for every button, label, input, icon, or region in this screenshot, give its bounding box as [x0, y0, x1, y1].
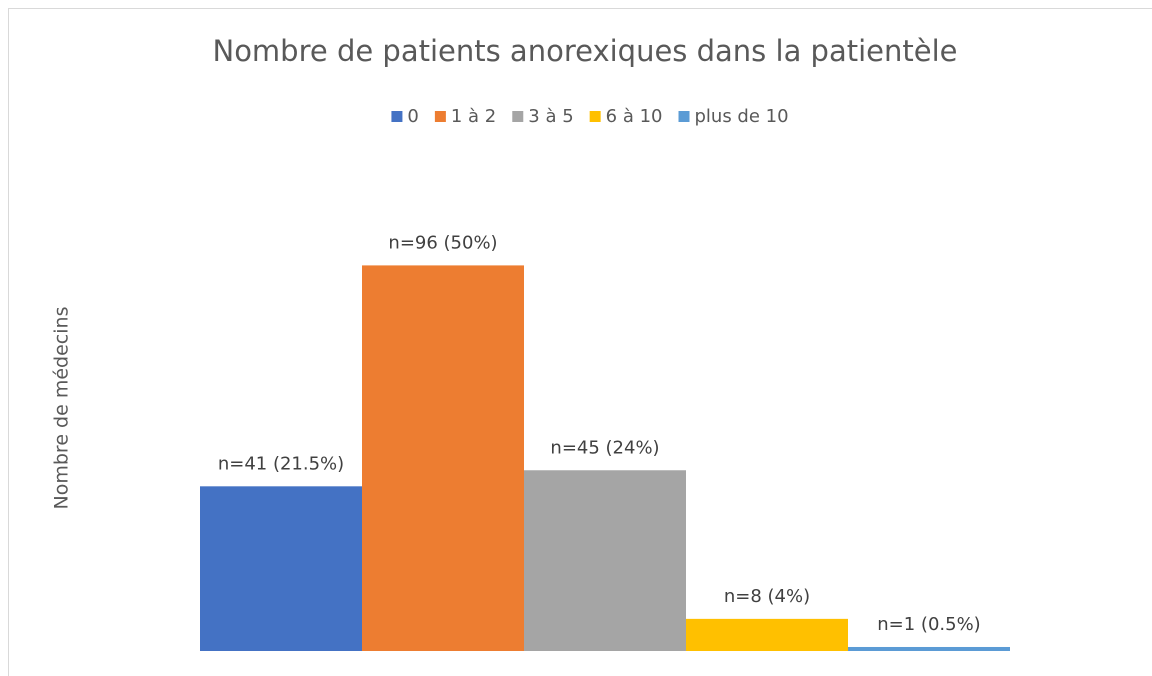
y-axis-label: Nombre de médecins — [51, 307, 73, 510]
legend-label: 3 à 5 — [528, 106, 573, 127]
bar — [848, 646, 1010, 651]
legend-swatch — [678, 111, 690, 122]
legend-swatch — [434, 111, 446, 122]
legend-label: 1 à 2 — [451, 106, 496, 127]
chart-title: Nombre de patients anorexiques dans la p… — [213, 34, 958, 68]
legend-swatch — [589, 111, 601, 122]
data-label: n=8 (4%) — [724, 586, 810, 607]
legend-label: 0 — [407, 106, 418, 127]
data-label: n=1 (0.5%) — [877, 614, 980, 635]
legend-label: 6 à 10 — [606, 106, 663, 127]
data-label: n=41 (21.5%) — [218, 453, 344, 474]
legend-swatch — [512, 111, 524, 122]
legend-swatch — [391, 111, 403, 122]
bar — [200, 486, 362, 651]
data-label: n=96 (50%) — [388, 232, 497, 253]
bar — [686, 618, 848, 651]
bar — [362, 265, 524, 651]
legend-label: plus de 10 — [695, 106, 789, 127]
bar — [524, 470, 686, 651]
data-label: n=45 (24%) — [550, 437, 659, 458]
